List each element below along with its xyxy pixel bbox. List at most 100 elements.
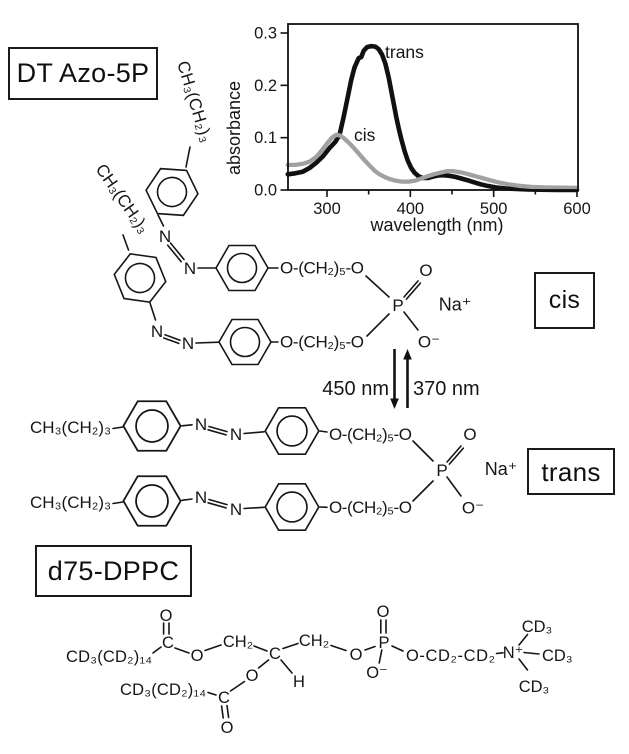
- carbonyl-C-label: C: [218, 689, 230, 707]
- benzene-ring: [108, 244, 172, 312]
- bond-line: [282, 642, 299, 650]
- bond-line: [378, 649, 383, 664]
- ester-O-label: O: [191, 647, 204, 665]
- sodium-counterion-label: Na⁺: [439, 295, 472, 315]
- glycerol-H-label: H: [293, 673, 305, 691]
- oxygen-label: O: [419, 261, 432, 280]
- bond-line: [181, 498, 193, 502]
- deuterated-tail-label: CD₃(CD₂)₁₄: [66, 648, 152, 666]
- azo-N-label: N: [159, 227, 171, 246]
- x-tick-label: 600: [563, 200, 591, 218]
- azo-N-label: N: [230, 425, 242, 444]
- bond-line: [204, 644, 222, 652]
- bond-line: [207, 691, 217, 696]
- deuterated-tail-label: CD₃(CD₂)₁₄: [120, 681, 206, 699]
- bond-line: [185, 146, 191, 168]
- oxygen-label: O: [463, 425, 476, 444]
- bond-line: [112, 501, 124, 505]
- cis-bonds: [122, 146, 422, 345]
- carbonyl-O-label: O: [160, 607, 173, 625]
- y-tick-label: 0.0: [254, 182, 277, 200]
- bond-line: [195, 341, 220, 344]
- trans-structure: CH₃(CH₂)₃ CH₃(CH₂)₃ N N N N O-(CH₂)₅-O O…: [30, 400, 518, 531]
- bond-line: [207, 501, 227, 509]
- benzene-ring: [264, 407, 320, 455]
- x-axis-title: wavelength (nm): [369, 215, 503, 235]
- phosphate-dbO-label: O: [377, 603, 390, 621]
- bond-line: [330, 644, 347, 652]
- azo-N-label: N: [151, 322, 163, 341]
- bond-line: [208, 498, 228, 506]
- bond-line: [163, 337, 180, 345]
- isomer-label-cis: cis: [534, 272, 595, 329]
- pentyloxy-chain-label: O-(CH₂)₅-O: [280, 333, 364, 352]
- choline-chain-label: O-CD₂-CD₂: [406, 647, 495, 665]
- down-arrow-head: [390, 398, 399, 409]
- sodium-counterion-label: Na⁺: [485, 459, 518, 479]
- bond-line: [523, 651, 540, 655]
- pentyloxy-chain-label: O-(CH₂)₅-O: [280, 259, 364, 278]
- alkyl-tail-label: CH₃(CH₂)₃: [30, 493, 111, 512]
- bond-line: [446, 445, 462, 463]
- methylene-label: CH₂: [299, 632, 329, 650]
- phosphorus-label: P: [436, 461, 447, 480]
- bond-line: [220, 705, 224, 719]
- benzene-ring: [264, 483, 320, 531]
- bond-line: [405, 282, 422, 300]
- trans-bonds: [112, 423, 465, 510]
- ammonium-N-label: N⁺: [503, 644, 524, 662]
- bond-line: [319, 430, 328, 433]
- carbonyl-C-label: C: [162, 634, 174, 652]
- bond-line: [112, 426, 124, 430]
- azo-N-label: N: [230, 500, 242, 519]
- oxygen-anion-label: O⁻: [366, 664, 388, 682]
- bond-line: [257, 659, 270, 669]
- photoisomerization-arrows: 450 nm 370 nm: [322, 349, 480, 409]
- bond-line: [181, 423, 193, 427]
- series-curve-cis: [285, 132, 580, 191]
- bond-line: [243, 506, 265, 510]
- series-label-cis: cis: [354, 125, 376, 145]
- benzene-ring: [138, 157, 206, 227]
- pentyloxy-chain-label: O-(CH₂)₅-O: [329, 498, 412, 517]
- compound-label-d75-dppc: d75-DPPC: [35, 545, 192, 597]
- bond-line: [253, 645, 268, 652]
- y-tick-label: 0.2: [254, 77, 277, 95]
- bond-line: [412, 480, 434, 502]
- bond-line: [152, 646, 162, 654]
- bond-line: [207, 428, 227, 436]
- methyl-d3-label: CD₃: [522, 618, 553, 636]
- bond-line: [226, 704, 230, 719]
- chart-frame: [287, 23, 579, 191]
- dppc-structure: CD₃(CD₂)₁₄ C O O CH₂ C H CH₂ O P O O⁻ O-…: [66, 603, 573, 737]
- x-tick-label: 500: [480, 200, 508, 218]
- phosphate-O-label: O: [350, 646, 363, 664]
- azo-N-label: N: [184, 259, 196, 278]
- x-tick-label: 300: [313, 200, 341, 218]
- bond-line: [518, 633, 529, 646]
- bond-line: [280, 659, 293, 674]
- x-tick-label: 400: [397, 200, 425, 218]
- series-label-trans: trans: [385, 42, 424, 62]
- bond-line: [364, 645, 376, 651]
- bond-line: [164, 333, 181, 342]
- azo-N-label: N: [182, 334, 194, 353]
- absorbance-spectrum-chart: 300 400 500 600 0.0 0.1 0.2 0.3 trans cis absorba…: [224, 23, 591, 235]
- bond-line: [149, 302, 157, 321]
- y-tick-label: 0.1: [254, 129, 277, 147]
- bond-line: [229, 680, 246, 692]
- methyl-d3-label: CD₃: [542, 647, 573, 665]
- oxygen-anion-label: O⁻: [418, 333, 440, 352]
- benzene-ring: [122, 475, 182, 527]
- azo-N-label: N: [195, 415, 207, 434]
- azo-N-label: N: [195, 488, 207, 507]
- bond-line: [403, 311, 419, 331]
- bond-line: [157, 214, 165, 227]
- y-tick-label: 0.3: [254, 25, 277, 43]
- trans-to-cis-wavelength: 370 nm: [413, 378, 480, 400]
- carbonyl-O-label: O: [221, 719, 234, 737]
- bond-line: [365, 275, 390, 298]
- alkyl-tail-label: CH₃(CH₂)₃: [92, 160, 153, 236]
- methyl-d3-label: CD₃: [519, 678, 550, 696]
